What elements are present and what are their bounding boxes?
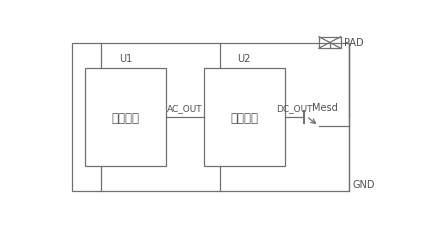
Bar [85,69,166,167]
Bar [319,37,341,49]
Bar [204,69,285,167]
Text: PAD: PAD [344,38,364,48]
Text: DC_OUT: DC_OUT [276,104,312,113]
Bar [72,44,349,191]
Text: U2: U2 [238,54,251,64]
Text: 交流检测: 交流检测 [112,111,140,124]
Text: GND: GND [353,180,375,190]
Text: Mesd: Mesd [312,102,338,112]
Text: U1: U1 [119,54,132,64]
Text: AC_OUT: AC_OUT [167,104,203,113]
Text: 直流检测: 直流检测 [230,111,258,124]
